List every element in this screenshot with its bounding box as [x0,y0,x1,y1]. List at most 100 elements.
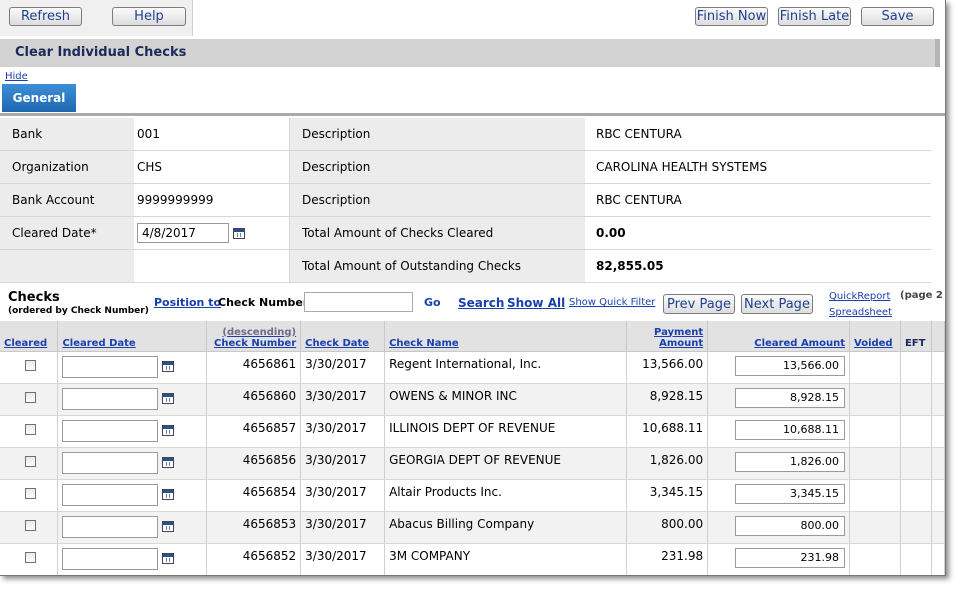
col-check-number[interactable]: (descending) Check Number [206,321,302,352]
cleared-checkbox-cell [0,351,59,384]
check-number: 4656854 [206,479,302,512]
spreadsheet-link[interactable]: Spreadsheet [829,307,892,318]
bank-description-label: Description [289,118,585,151]
row-cleared-date-input[interactable] [62,355,159,378]
calendar-icon[interactable] [162,393,175,404]
cleared-checkbox-cell [0,447,59,480]
row-cleared-date-input[interactable] [62,515,159,538]
col-check-name[interactable]: Check Name [384,321,628,352]
col-cleared-date[interactable]: Cleared Date [57,321,208,352]
organization-description-label: Description [289,150,585,184]
table-row: 4656861 3/30/2017 Regent International, In… [0,351,945,384]
check-date: 3/30/2017 [300,351,386,384]
check-date: 3/30/2017 [300,415,386,448]
calendar-icon[interactable] [162,457,175,468]
finish-now-button[interactable]: Finish Now [695,7,768,26]
calendar-icon[interactable] [233,227,245,239]
eft-cell [900,415,932,448]
cleared-checkbox[interactable] [25,455,36,467]
cleared-date-cell [57,479,208,512]
cleared-amount-input[interactable]: 3,345.15 [735,483,845,504]
row-cleared-date-input[interactable] [62,451,159,474]
refresh-button[interactable]: Refresh [9,7,82,26]
col-check-date[interactable]: Check Date [300,321,386,352]
cleared-date-cell [57,383,208,416]
cleared-amount-input[interactable]: 13,566.00 [735,355,845,376]
extra-cell [931,447,945,480]
cleared-amount-cell: 231.98 [707,543,850,575]
calendar-icon[interactable] [162,425,175,436]
next-page-button[interactable]: Next Page [741,294,813,314]
voided-cell [849,511,901,544]
cleared-checkbox[interactable] [25,423,36,435]
prev-page-button[interactable]: Prev Page [663,294,735,314]
checks-title: Checks [8,290,60,305]
row-cleared-date-input[interactable] [62,483,159,506]
table-row: 4656853 3/30/2017 Abacus Billing Company 80… [0,511,945,544]
save-button[interactable]: Save [861,7,934,26]
check-name: Abacus Billing Company [384,511,628,544]
calendar-icon[interactable] [162,553,175,564]
col-voided[interactable]: Voided [849,321,901,352]
cleared-amount-input[interactable]: 231.98 [735,547,845,568]
cleared-checkbox[interactable] [25,359,36,371]
voided-cell [849,479,901,512]
check-number: 4656861 [206,351,302,384]
organization-label: Organization [0,150,134,184]
cleared-checkbox[interactable] [25,551,36,563]
search-link[interactable]: Search [458,296,505,310]
check-name: Altair Products Inc. [384,479,628,512]
toolbar: Refresh Help Finish Now Finish Late Save [0,0,945,36]
col-cleared-amount[interactable]: Cleared Amount [707,321,850,352]
cleared-checkbox[interactable] [25,487,36,499]
calendar-icon[interactable] [162,489,175,500]
table-row: 4656857 3/30/2017 ILLINOIS DEPT OF REVENUE… [0,415,945,448]
row-cleared-date-input[interactable] [62,387,159,410]
total-cleared-value: 0.00 [585,216,931,250]
col-payment-amount[interactable]: Payment Amount [626,321,709,352]
payment-amount: 10,688.11 [626,415,709,448]
organization-value: CHS [134,150,290,184]
row-cleared-date-input[interactable] [62,547,159,570]
total-cleared-label: Total Amount of Checks Cleared [289,216,585,250]
row-cleared-date-input[interactable] [62,419,159,442]
calendar-icon[interactable] [162,521,175,532]
cleared-date-cell [57,447,208,480]
cleared-checkbox[interactable] [25,391,36,403]
calendar-icon[interactable] [162,361,175,372]
tab-general[interactable]: General [2,84,76,112]
header-form: Bank 001 Description RBC CENTURA Organiz… [0,118,931,283]
voided-cell [849,543,901,575]
help-button[interactable]: Help [112,7,186,26]
col-cleared[interactable]: Cleared [0,321,59,352]
cleared-date-input[interactable]: 4/8/2017 [137,223,229,243]
cleared-amount-input[interactable]: 800.00 [735,515,845,536]
empty-value-cell [134,249,290,283]
cleared-date-label: Cleared Date* [0,216,134,250]
check-name: ILLINOIS DEPT OF REVENUE [384,415,628,448]
show-quick-filter-link[interactable]: Show Quick Filter [569,297,656,308]
cleared-checkbox-cell [0,543,59,575]
cleared-checkbox[interactable] [25,519,36,531]
empty-label-cell [0,249,134,283]
check-number-input[interactable] [304,292,413,312]
show-all-link[interactable]: Show All [507,296,566,310]
extra-cell [931,543,945,575]
col-payment-label: Payment [654,326,704,338]
cleared-amount-cell: 8,928.15 [707,383,850,416]
payment-amount: 1,826.00 [626,447,709,480]
position-to-link[interactable]: Position to [154,296,221,309]
cleared-amount-input[interactable]: 8,928.15 [735,387,845,408]
col-eft: EFT [900,321,932,352]
voided-cell [849,351,901,384]
cleared-amount-input[interactable]: 1,826.00 [735,451,845,472]
finish-late-button[interactable]: Finish Late [778,7,851,26]
quick-report-link[interactable]: QuickReport [829,291,891,302]
eft-cell [900,543,932,575]
cleared-amount-input[interactable]: 10,688.11 [735,419,845,440]
eft-cell [900,479,932,512]
checks-table: Cleared Cleared Date (descending) Check … [0,321,945,575]
go-button[interactable]: Go [424,296,441,309]
hide-link[interactable]: Hide [5,71,28,82]
check-name: Regent International, Inc. [384,351,628,384]
